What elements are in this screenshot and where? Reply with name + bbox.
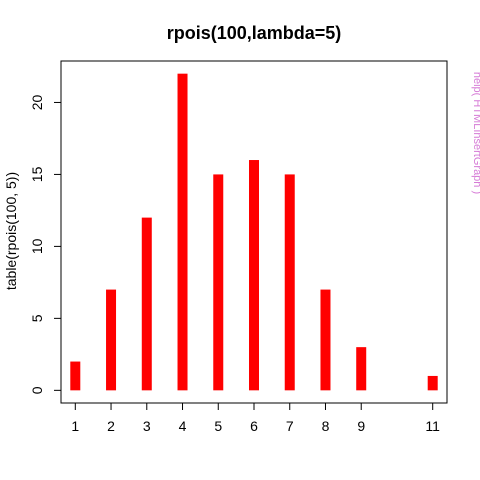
bars-group [70, 73, 438, 391]
x-tick-label: 8 [322, 418, 330, 434]
bar-8 [320, 289, 331, 391]
x-tick-label: 3 [143, 418, 151, 434]
x-tick-label: 11 [425, 418, 440, 434]
y-tick-label: 0 [29, 386, 45, 394]
y-tick-label: 15 [29, 166, 45, 182]
x-tick-label: 2 [107, 418, 115, 434]
x-tick-label: 6 [250, 418, 258, 434]
x-tick-label: 5 [214, 418, 222, 434]
bar-2 [106, 289, 117, 391]
x-tick-label: 4 [179, 418, 187, 434]
chart-title: rpois(100,lambda=5) [167, 23, 342, 43]
x-tick-label: 7 [286, 418, 294, 434]
bar-11 [427, 375, 438, 391]
side-note[interactable]: help( HTMLInsertGraph ) [471, 72, 480, 194]
bar-9 [356, 347, 367, 391]
bar-1 [70, 361, 81, 391]
y-axis: 0 5 10 15 20 [29, 94, 62, 394]
y-tick-label: 20 [29, 94, 45, 110]
bar-5 [213, 174, 224, 391]
x-axis: 1 2 3 4 5 6 7 8 9 11 [71, 402, 440, 434]
bar-6 [249, 160, 259, 391]
bar-4 [177, 73, 188, 391]
y-tick-label: 5 [29, 314, 45, 322]
y-axis-label: table(rpois(100, 5)) [3, 172, 19, 290]
x-tick-label: 1 [71, 418, 79, 434]
x-tick-label: 9 [357, 418, 365, 434]
bar-3 [141, 217, 152, 391]
y-tick-label: 10 [29, 238, 45, 254]
bar-7 [284, 174, 295, 391]
